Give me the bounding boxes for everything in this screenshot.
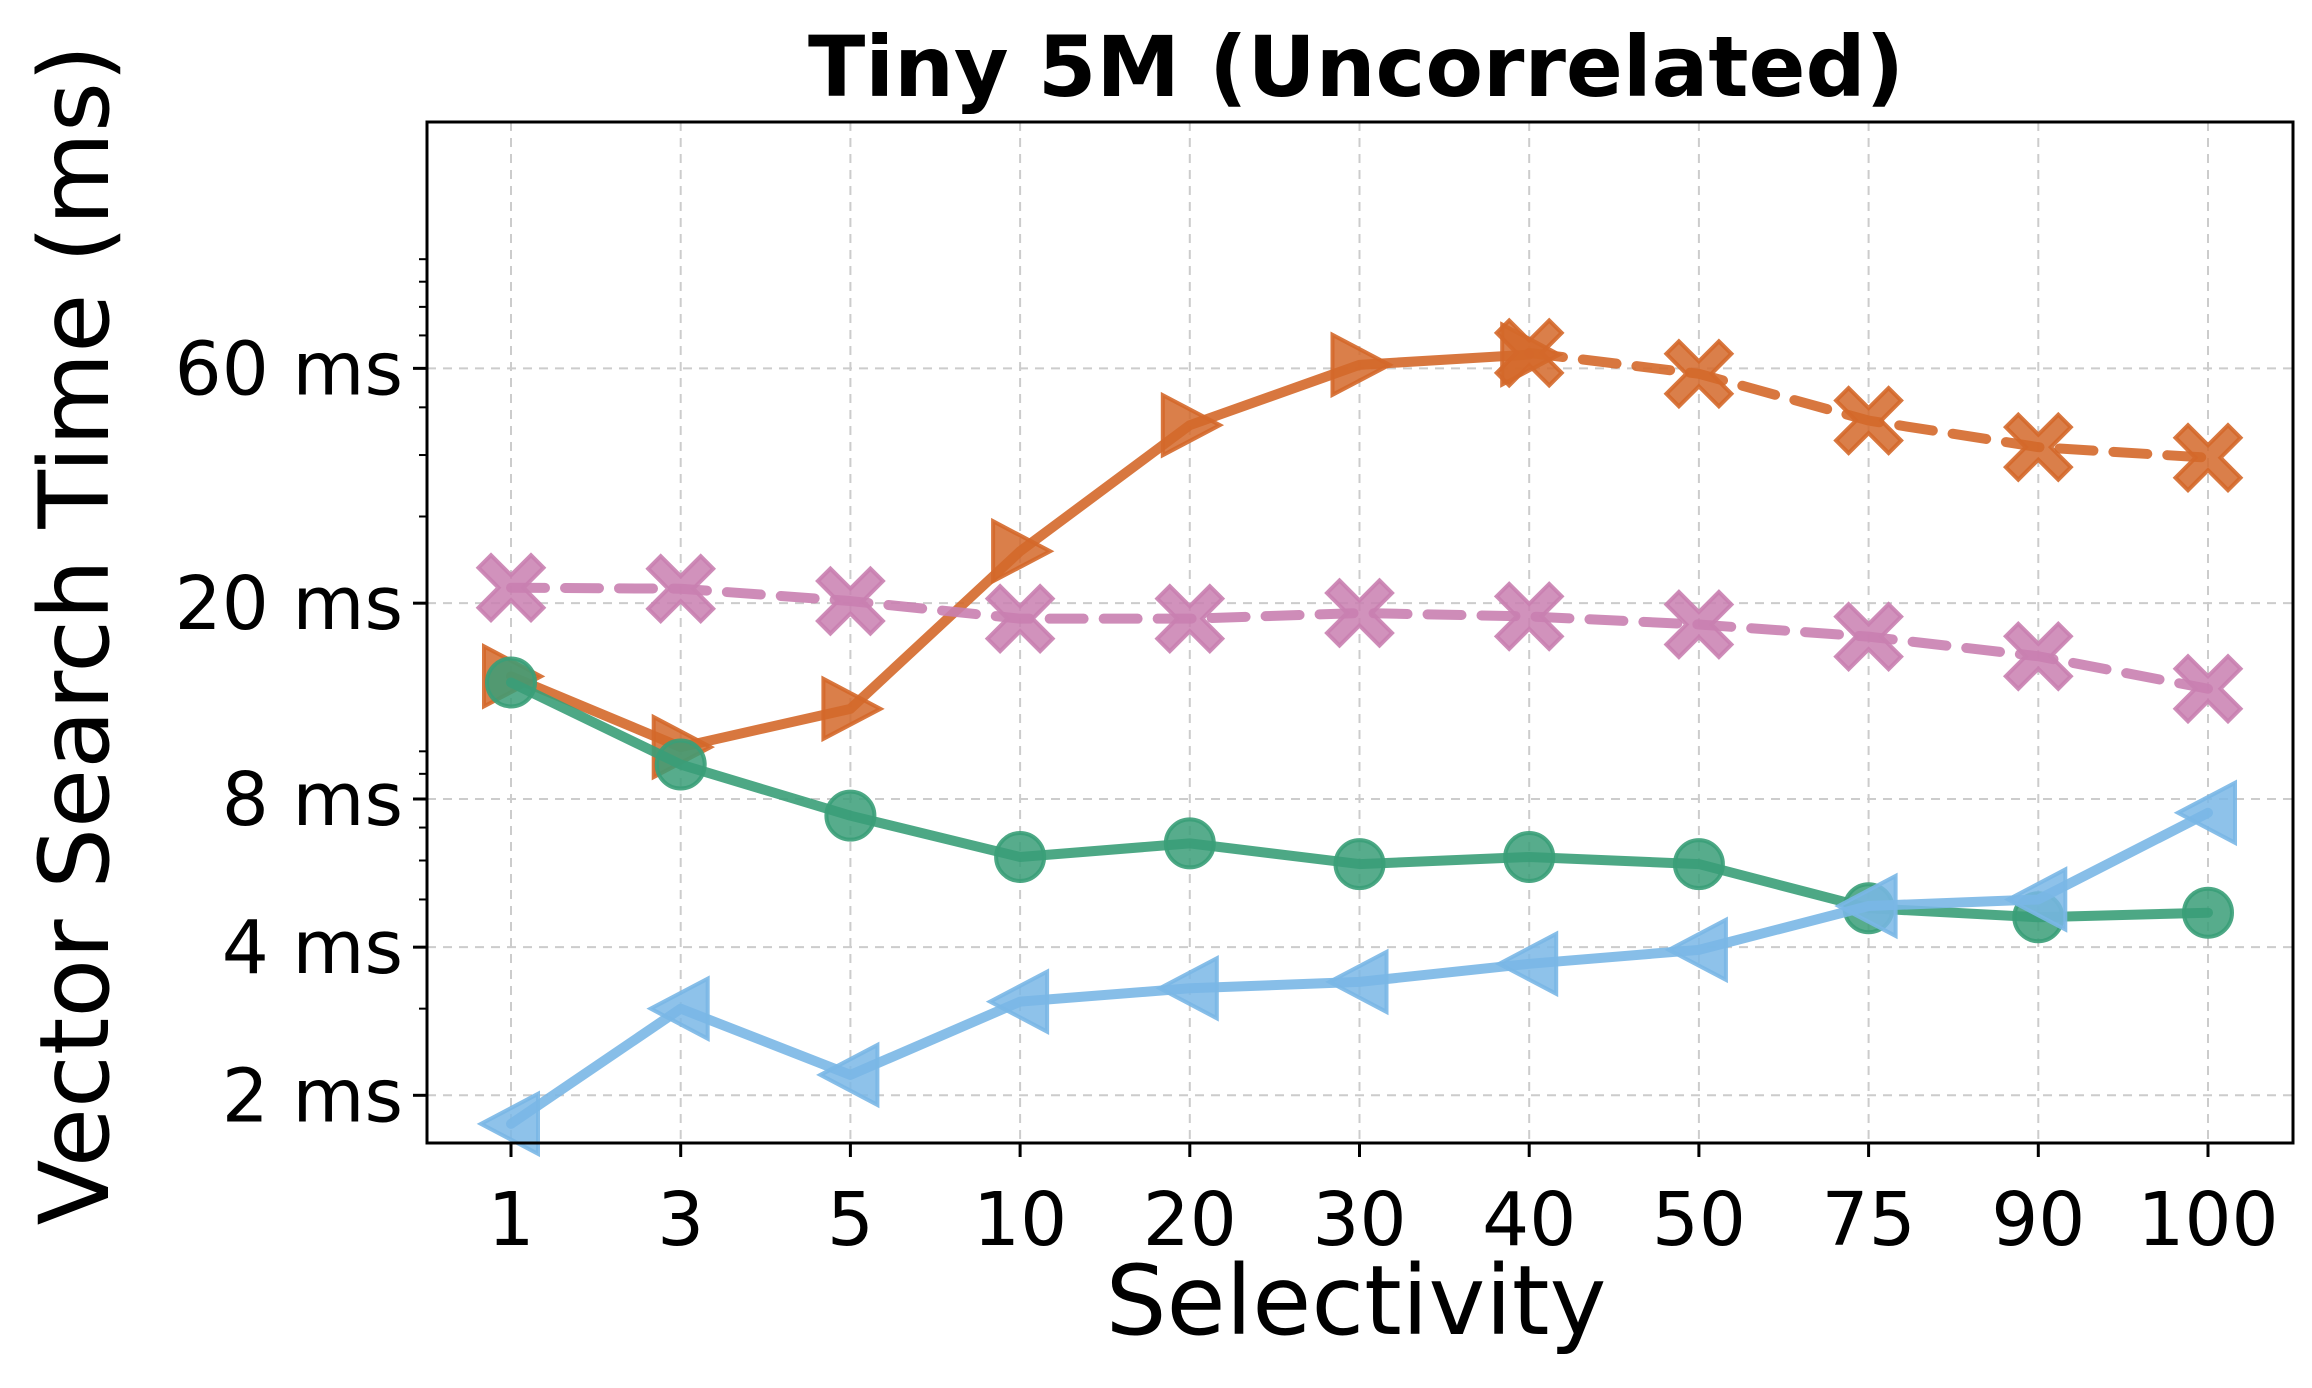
point-marker — [1494, 930, 1559, 998]
point-marker — [1324, 577, 1395, 649]
x-tick-label: 5 — [827, 1177, 874, 1263]
point-marker — [1672, 838, 1725, 891]
y-tick-label: 60 ms — [175, 326, 403, 412]
point-marker — [1160, 391, 1225, 459]
y-tick-label: 4 ms — [222, 905, 403, 991]
point-marker — [1330, 331, 1394, 399]
point-marker — [1493, 317, 1565, 389]
series-pink-x — [475, 552, 2244, 725]
point-marker — [994, 830, 1047, 883]
point-marker — [2002, 411, 2074, 483]
point-marker — [475, 552, 547, 624]
point-marker — [1664, 916, 1728, 984]
point-marker — [1155, 954, 1219, 1022]
point-marker — [985, 968, 1050, 1035]
series-layer — [475, 317, 2244, 1158]
point-marker — [1834, 872, 1898, 940]
point-marker — [654, 738, 707, 791]
point-marker — [1163, 817, 1216, 870]
axes: 1 3 5 10 20 30 40 50 75 90 100 2 ms 4 ms 8 ms 20 ms 60 … — [175, 258, 2279, 1263]
x-tick-label: 50 — [1652, 1177, 1746, 1263]
point-marker — [2173, 779, 2237, 847]
x-tick-label: 100 — [2137, 1177, 2278, 1263]
x-tick-label: 3 — [657, 1177, 704, 1263]
series-line — [506, 582, 2213, 694]
point-marker — [1833, 385, 1904, 456]
point-marker — [2002, 620, 2074, 692]
point-marker — [2172, 653, 2244, 725]
x-tick-label: 30 — [1312, 1177, 1406, 1263]
point-marker — [476, 1090, 540, 1158]
point-marker — [1833, 601, 1904, 672]
x-tick-label: 40 — [1482, 1177, 1576, 1263]
point-marker — [1154, 583, 1226, 655]
point-marker — [645, 553, 717, 625]
point-marker — [1325, 948, 1389, 1016]
series-orange-triangle-right — [482, 321, 1564, 781]
point-marker — [646, 975, 710, 1042]
series-orange-x — [1493, 317, 2244, 494]
x-tick-label: 75 — [1822, 1177, 1916, 1263]
x-tick-label: 1 — [487, 1177, 534, 1263]
point-marker — [2004, 866, 2068, 933]
x-tick-label: 20 — [1143, 1177, 1237, 1263]
point-marker — [2182, 886, 2234, 939]
chart-title: Tiny 5M (Uncorrelated) — [808, 18, 1904, 116]
point-marker — [984, 583, 1056, 655]
x-axis-label: Selectivity — [1106, 1245, 1607, 1357]
point-marker — [2172, 422, 2244, 494]
point-marker — [821, 675, 885, 743]
point-marker — [1503, 830, 1556, 883]
point-marker — [1493, 581, 1565, 652]
y-tick-label: 2 ms — [222, 1053, 403, 1139]
x-tick-label: 10 — [973, 1177, 1067, 1263]
point-marker — [816, 1041, 880, 1109]
y-tick-label: 20 ms — [175, 561, 403, 647]
point-marker — [815, 565, 886, 637]
point-marker — [1663, 589, 1735, 660]
point-marker — [991, 517, 1055, 585]
point-marker — [824, 789, 877, 842]
point-marker — [1663, 338, 1735, 410]
point-marker — [485, 656, 537, 709]
point-marker — [1333, 838, 1386, 891]
series-blue-triangle-left — [476, 779, 2237, 1158]
x-tick-label: 90 — [1991, 1177, 2085, 1263]
y-tick-label: 8 ms — [222, 757, 403, 843]
y-axis-label: Vector Search Time (ms) — [19, 45, 131, 1226]
